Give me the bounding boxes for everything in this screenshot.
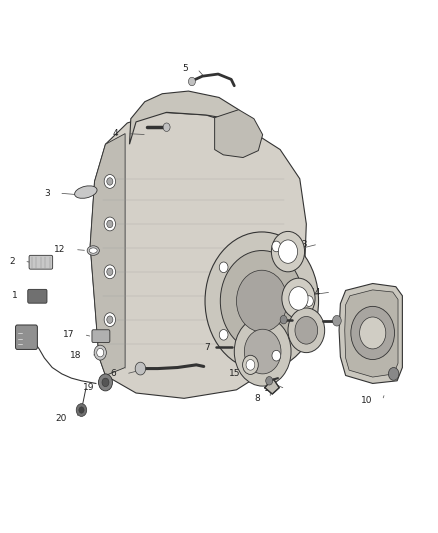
Circle shape xyxy=(272,231,304,272)
Circle shape xyxy=(295,317,318,344)
Text: 14: 14 xyxy=(310,287,321,296)
Ellipse shape xyxy=(74,186,97,198)
Text: 20: 20 xyxy=(56,414,67,423)
Circle shape xyxy=(219,262,228,272)
Circle shape xyxy=(104,265,116,279)
Circle shape xyxy=(280,316,287,324)
Circle shape xyxy=(360,317,386,349)
Circle shape xyxy=(351,306,395,360)
Circle shape xyxy=(220,251,303,352)
FancyBboxPatch shape xyxy=(15,325,37,350)
Text: 18: 18 xyxy=(70,351,81,360)
Circle shape xyxy=(243,356,258,374)
Circle shape xyxy=(94,345,106,360)
Circle shape xyxy=(304,296,313,306)
Text: 7: 7 xyxy=(205,343,210,352)
FancyBboxPatch shape xyxy=(28,289,47,303)
Circle shape xyxy=(163,123,170,132)
Text: 6: 6 xyxy=(111,369,117,378)
Text: 9: 9 xyxy=(343,319,349,328)
Text: 13: 13 xyxy=(297,240,308,249)
FancyBboxPatch shape xyxy=(29,255,53,269)
Circle shape xyxy=(97,349,104,357)
Circle shape xyxy=(102,378,109,386)
Circle shape xyxy=(389,368,399,380)
Ellipse shape xyxy=(89,248,97,253)
Polygon shape xyxy=(90,134,125,375)
Text: 8: 8 xyxy=(255,394,261,403)
Text: 19: 19 xyxy=(83,383,95,392)
Text: 15: 15 xyxy=(229,369,240,378)
Circle shape xyxy=(104,174,116,188)
Circle shape xyxy=(107,268,113,276)
Text: 12: 12 xyxy=(54,245,65,254)
Polygon shape xyxy=(90,112,306,398)
FancyBboxPatch shape xyxy=(92,330,110,343)
Circle shape xyxy=(234,317,291,386)
Circle shape xyxy=(79,407,84,413)
Circle shape xyxy=(107,220,113,228)
Circle shape xyxy=(104,313,116,327)
Polygon shape xyxy=(265,379,279,394)
Circle shape xyxy=(279,240,297,263)
Text: 4: 4 xyxy=(112,129,118,138)
Polygon shape xyxy=(215,110,263,158)
Circle shape xyxy=(135,362,146,375)
Text: 1: 1 xyxy=(12,291,18,300)
Text: 3: 3 xyxy=(44,189,49,198)
Circle shape xyxy=(246,360,255,370)
Polygon shape xyxy=(339,284,403,383)
Circle shape xyxy=(244,329,281,374)
Circle shape xyxy=(188,77,195,86)
Ellipse shape xyxy=(87,246,99,255)
Circle shape xyxy=(219,329,228,340)
Circle shape xyxy=(107,316,113,324)
Circle shape xyxy=(332,316,341,326)
Circle shape xyxy=(288,308,325,353)
Text: 5: 5 xyxy=(182,64,187,73)
Circle shape xyxy=(237,270,287,332)
Circle shape xyxy=(282,278,315,319)
Circle shape xyxy=(76,403,87,416)
Text: 17: 17 xyxy=(63,330,74,339)
Text: 16: 16 xyxy=(264,384,276,393)
Circle shape xyxy=(107,177,113,185)
Circle shape xyxy=(99,374,113,391)
Circle shape xyxy=(272,241,281,252)
Text: 11: 11 xyxy=(366,335,377,344)
Polygon shape xyxy=(345,290,398,377)
Text: 10: 10 xyxy=(361,396,373,405)
Text: 16: 16 xyxy=(288,319,300,328)
Circle shape xyxy=(205,232,318,370)
Circle shape xyxy=(266,376,273,385)
Circle shape xyxy=(272,350,281,361)
Circle shape xyxy=(104,217,116,231)
Polygon shape xyxy=(130,91,247,144)
Text: 2: 2 xyxy=(9,257,14,265)
Circle shape xyxy=(289,287,308,310)
